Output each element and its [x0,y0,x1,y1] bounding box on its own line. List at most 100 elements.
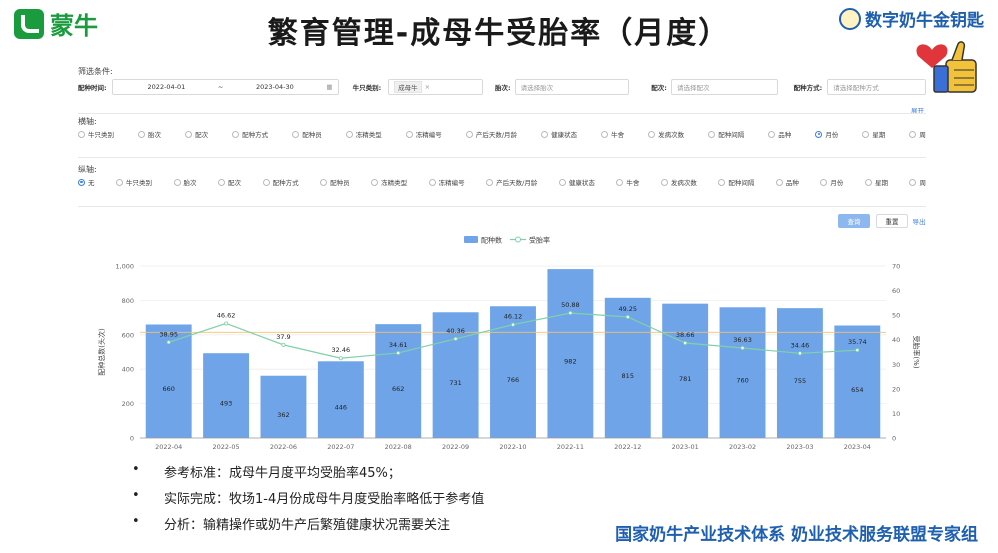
query-button[interactable]: 查询 [838,214,870,228]
y-axis-option-label: 胎次 [183,179,197,187]
radio-icon[interactable] [909,130,917,138]
radio-icon[interactable] [262,178,270,186]
x-tick-label: 2022-10 [499,443,526,451]
radio-icon[interactable] [173,178,181,186]
y-axis-option[interactable]: 配种间隔 [718,177,754,187]
radio-icon[interactable] [648,130,656,138]
rate-point [683,341,688,346]
radio-icon[interactable] [486,178,494,186]
radio-icon[interactable] [601,130,609,138]
x-axis-option[interactable]: 胎次 [138,129,161,139]
rate-value-label: 38.66 [676,331,695,339]
y-axis-option[interactable]: 冻精编号 [428,177,465,187]
y-axis-option-label: 配次 [228,179,242,187]
y-axis-option[interactable]: 周 [909,177,926,187]
radio-icon[interactable] [232,130,240,138]
y-axis-option[interactable]: 牛只类别 [116,177,152,187]
radio-icon[interactable] [138,130,146,138]
radio-icon[interactable] [864,178,872,186]
date-range-picker[interactable]: 2022-04-01 ~ 2023-04-30 ▦ [111,79,339,95]
app-panel: 筛选条件: 配种时间: 2022-04-01 ~ 2023-04-30 ▦ 牛只… [76,62,926,457]
x-axis-option-label: 牛舍 [611,131,625,139]
y-axis-option[interactable]: 健康状态 [558,177,595,187]
x-axis-option[interactable]: 冻精编号 [405,129,442,139]
radio-icon[interactable] [116,178,124,186]
x-axis-option[interactable]: 星期 [862,129,885,139]
radio-icon[interactable] [862,130,870,138]
x-axis-option[interactable]: 配种间隔 [708,129,744,139]
y-axis-option[interactable]: 配次 [218,177,241,187]
y-axis-option[interactable]: 品种 [775,177,799,187]
radio-icon[interactable] [775,178,783,186]
reset-button[interactable]: 重置 [876,214,908,228]
bar-value-label: 760 [736,377,748,385]
radio-icon[interactable] [320,178,328,186]
x-axis-option[interactable]: 配次 [185,129,208,139]
date-end[interactable]: 2023-04-30 [255,83,294,91]
breed-method-select[interactable]: 请选择配种方式 [827,79,926,95]
radio-icon[interactable] [371,178,379,186]
radio-icon[interactable] [616,178,624,186]
x-axis-option[interactable]: 月份 [815,129,838,139]
radio-icon[interactable] [78,130,85,138]
date-start[interactable]: 2022-04-01 [147,83,186,91]
y2-tick-label: 30 [892,361,900,369]
radio-icon[interactable] [292,130,300,138]
radio-icon[interactable] [405,130,413,138]
x-axis-option[interactable]: 牛舍 [601,129,624,139]
radio-icon[interactable] [78,178,85,186]
y-axis-option[interactable]: 配种方式 [262,177,299,187]
bar [719,307,766,438]
radio-icon[interactable] [718,178,726,186]
y-axis-option[interactable]: 星期 [864,177,888,187]
y-axis-option[interactable]: 胎次 [173,177,197,187]
radio-icon[interactable] [660,178,668,186]
radio-icon[interactable] [708,130,716,138]
radio-icon[interactable] [558,178,566,186]
rate-value-label: 37.9 [276,333,290,341]
radio-icon[interactable] [541,130,549,138]
radio-icon[interactable] [815,130,823,138]
x-axis-option[interactable]: 健康状态 [541,129,577,139]
cow-type-select[interactable]: 成母牛 × [388,79,483,95]
y-axis-option[interactable]: 月份 [820,177,843,187]
y-axis-option[interactable]: 发病次数 [660,177,697,187]
y-axis-option[interactable]: 配种员 [320,177,350,187]
y-axis-option[interactable]: 冻精类型 [371,177,407,187]
footer-text: 国家奶牛产业技术体系 奶业技术服务联盟专家组 [615,525,978,545]
x-axis-option[interactable]: 冻精类型 [345,129,382,139]
radio-icon[interactable] [218,178,226,186]
bar [604,297,651,438]
x-axis-option-label: 配次 [195,131,209,139]
radio-icon[interactable] [185,130,193,138]
x-axis-option[interactable]: 发病次数 [648,129,684,139]
x-axis-option[interactable]: 配种员 [292,129,322,139]
x-axis-option[interactable]: 产后天数/月龄 [465,129,517,139]
radio-icon[interactable] [345,130,353,138]
radio-icon[interactable] [820,178,828,186]
bar [547,269,594,438]
x-axis-option[interactable]: 配种方式 [232,129,268,139]
x-axis-option[interactable]: 品种 [768,129,791,139]
x-axis-option[interactable]: 牛只类别 [78,129,114,139]
parity-select[interactable]: 请选择胎次 [514,79,630,95]
y-axis-option[interactable]: 产后天数/月龄 [486,177,537,187]
radio-icon[interactable] [428,178,436,186]
thumbs-up-heart-icon [916,41,977,93]
radio-icon[interactable] [909,178,917,186]
radio-icon[interactable] [768,130,776,138]
breed-count-select[interactable]: 请选择配次 [670,79,778,95]
x-axis-option-label: 胎次 [148,131,162,139]
export-button[interactable]: 导出 [912,218,926,226]
parity-label: 胎次: [494,84,511,92]
tag-close-icon[interactable]: × [424,83,431,91]
y-axis-option[interactable]: 无 [78,177,95,187]
radio-icon[interactable] [465,130,473,138]
x-axis-option[interactable]: 周 [909,129,926,139]
x-axis-option-label: 配种员 [302,131,322,139]
y-axis-option[interactable]: 牛舍 [616,177,639,187]
rate-point [855,348,860,353]
rate-point [166,340,171,345]
calendar-icon[interactable]: ▦ [326,83,333,91]
expand-link[interactable]: 展开 [911,107,924,115]
